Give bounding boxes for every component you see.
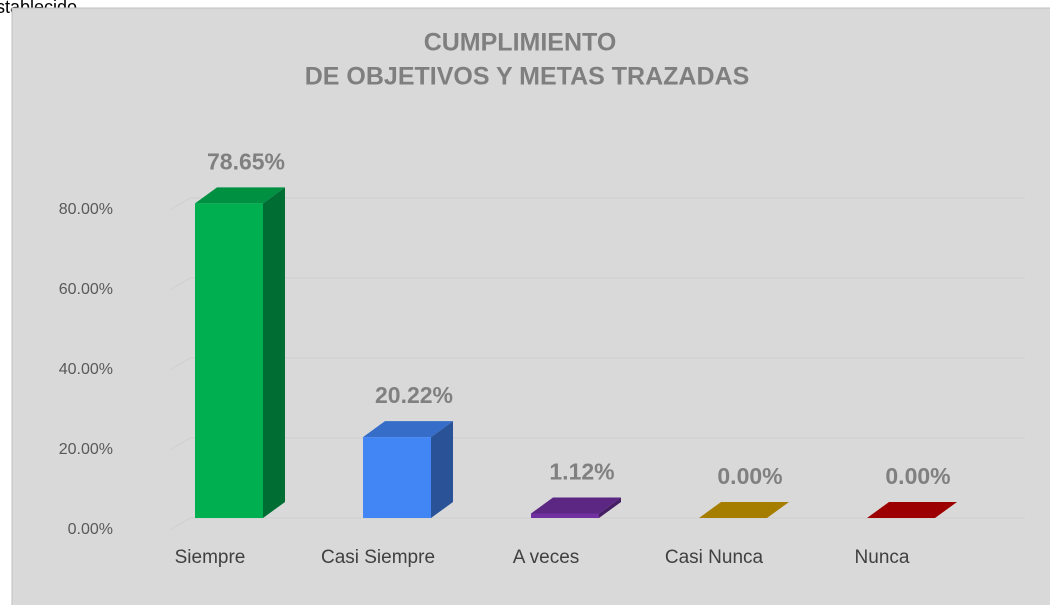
- x-tick-label: Casi Siempre: [321, 547, 435, 568]
- data-label: 1.12%: [549, 459, 614, 485]
- chart-title: DE OBJETIVOS Y METAS TRAZADAS: [305, 63, 750, 91]
- y-tick-label: 80.00%: [59, 201, 113, 218]
- y-tick-label: 60.00%: [59, 281, 113, 298]
- data-label: 78.65%: [207, 148, 285, 174]
- bar: [195, 187, 285, 518]
- chart-area: [11, 7, 1050, 605]
- bar-side: [599, 497, 621, 518]
- bar: [363, 421, 453, 518]
- bar-top: [363, 421, 453, 438]
- y-tick-label: 40.00%: [59, 361, 113, 378]
- y-tick-label: 0.00%: [68, 521, 113, 538]
- bar-top: [699, 502, 789, 518]
- grid-line: [169, 357, 1025, 371]
- x-tick-label: Siempre: [175, 547, 246, 568]
- data-label: 20.22%: [375, 382, 453, 408]
- bar-top: [531, 497, 621, 514]
- y-tick-label: 20.00%: [59, 441, 113, 458]
- bar: [867, 502, 957, 518]
- x-tick-label: Nunca: [855, 547, 910, 568]
- bar-side: [263, 187, 285, 518]
- bar-front: [195, 203, 263, 518]
- grid-line: [169, 277, 1025, 291]
- x-tick-label: Casi Nunca: [665, 547, 764, 568]
- bar-top: [867, 502, 957, 518]
- chart-title: CUMPLIMIENTO: [424, 29, 617, 57]
- bar: [699, 502, 789, 518]
- x-tick-label: A veces: [513, 547, 580, 568]
- data-label: 0.00%: [717, 463, 782, 489]
- grid-line: [169, 197, 1025, 211]
- bar-side: [431, 421, 453, 518]
- grid-line: [169, 437, 1025, 451]
- bar-front: [363, 437, 431, 518]
- data-label: 0.00%: [885, 463, 950, 489]
- bar: [531, 497, 621, 518]
- bar-front: [531, 513, 599, 518]
- bar-top: [195, 187, 285, 204]
